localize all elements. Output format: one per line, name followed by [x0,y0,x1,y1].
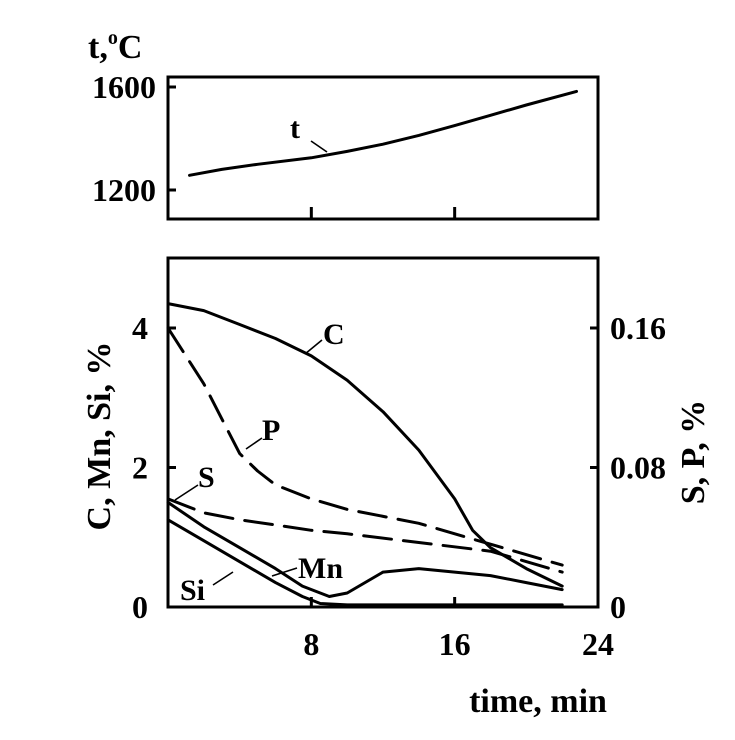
y-tick-label-1200: 1200 [92,172,156,208]
left-y-axis-title: C, Mn, Si, % [81,342,118,531]
right-y-axis-title: S, P, % [675,400,712,505]
temperature-series [188,89,578,177]
s-series-label: S [198,461,215,494]
composition-series [166,302,564,607]
s-label-leader [174,484,199,501]
temperature-panel: t,oC 1200 1600 t [88,27,600,221]
temperature-x-ticks [309,207,457,219]
c-label-leader [304,339,323,355]
right-y-ticks: 0.16 0.08 0 [590,310,666,625]
x-tick-label-16: 16 [439,626,471,662]
right-y-tick-label-0-16: 0.16 [610,310,666,346]
si-series-label: Si [180,574,205,607]
left-y-tick-label-4: 4 [132,310,148,346]
c-series-label: C [323,318,345,351]
right-y-tick-label-0-08: 0.08 [610,450,666,486]
si-label-leader [212,571,234,586]
t-series-label: t [290,112,300,145]
temperature-y-ticks: 1200 1600 [92,69,176,208]
p-series-label: P [262,414,280,447]
left-y-ticks: 4 2 0 [132,310,176,625]
series-mn-line [166,500,564,598]
series-s-line [166,497,564,574]
y-tick-label-1600: 1600 [92,69,156,105]
composition-panel: 4 2 0 0.16 0.08 0 8 16 24 C P S Mn Si C, Mn, S… [81,256,712,720]
left-y-tick-label-2: 2 [132,450,148,486]
series-si-line [166,518,564,607]
left-y-tick-label-0: 0 [132,589,148,625]
t-label-leader [310,140,328,153]
right-y-tick-label-0: 0 [610,589,626,625]
p-label-leader [245,437,263,450]
temperature-axis-title: t,oC [88,27,142,66]
series-p-line [166,326,564,567]
x-axis-title: time, min [469,683,607,720]
series-t-line [188,89,578,177]
temperature-panel-frame [166,75,600,221]
mn-series-label: Mn [298,552,343,585]
mn-label-leader [271,567,298,577]
series-c-line [166,302,564,588]
x-tick-label-8: 8 [303,626,319,662]
x-tick-label-24: 24 [582,626,614,662]
composition-panel-frame [166,256,600,609]
